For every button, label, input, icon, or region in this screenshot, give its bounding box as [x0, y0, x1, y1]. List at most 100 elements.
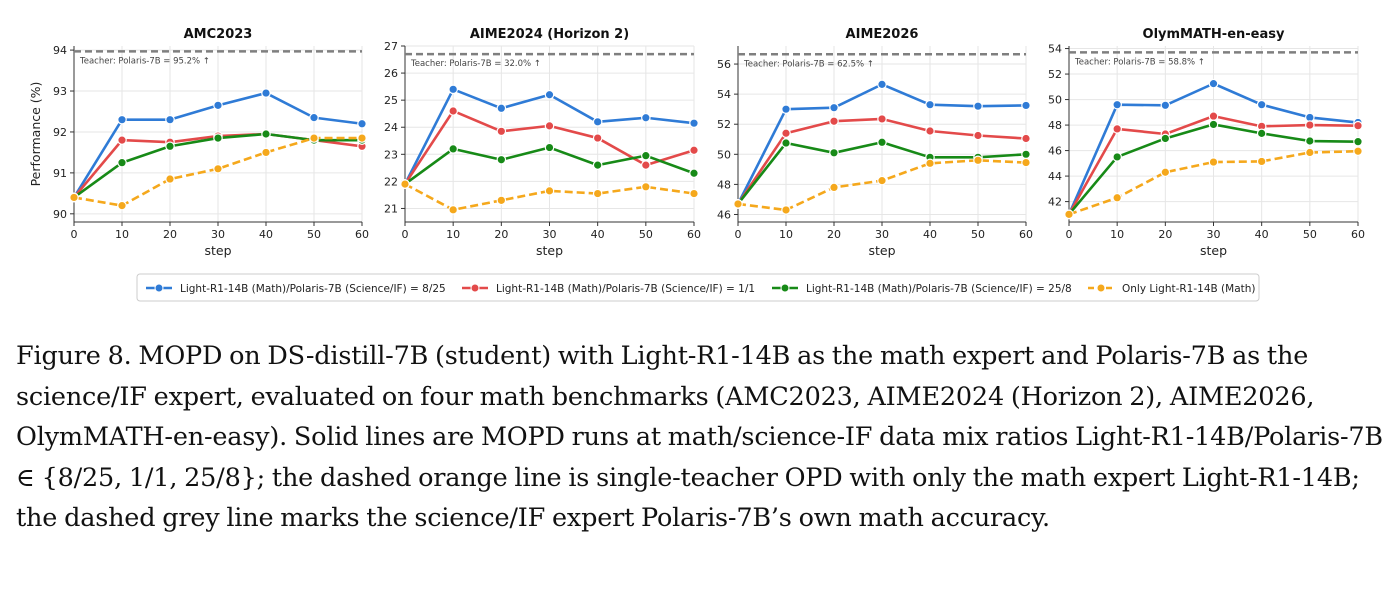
data-point — [448, 84, 458, 95]
legend-label-2: Light-R1-14B (Math)/Polaris-7B (Science/… — [496, 283, 755, 295]
data-point — [544, 186, 555, 196]
data-point — [1305, 120, 1315, 130]
data-point — [117, 114, 127, 125]
y-tick-label: 56 — [717, 58, 731, 71]
y-tick-label: 46 — [717, 208, 731, 221]
data-point — [877, 137, 887, 148]
x-tick-label: 10 — [446, 228, 460, 241]
data-point — [689, 118, 699, 128]
y-tick-label: 26 — [384, 67, 398, 80]
x-tick-label: 50 — [1303, 228, 1317, 241]
data-point — [117, 135, 127, 145]
y-tick-label: 90 — [53, 208, 67, 221]
data-point — [829, 148, 839, 158]
data-point — [1353, 120, 1363, 131]
data-point — [165, 114, 175, 125]
data-point — [829, 182, 839, 193]
data-point — [1064, 209, 1074, 220]
data-point — [689, 168, 699, 179]
data-point — [641, 112, 651, 123]
data-point — [357, 118, 367, 129]
data-point — [1021, 149, 1031, 160]
data-point — [829, 116, 839, 127]
chart-title: AMC2023 — [184, 27, 253, 42]
x-tick-label: 50 — [307, 228, 321, 241]
y-tick-label: 54 — [717, 88, 731, 101]
data-point — [448, 144, 458, 154]
data-point — [641, 182, 651, 192]
data-point — [973, 101, 983, 111]
x-tick-label: 60 — [1351, 228, 1365, 241]
data-point — [117, 157, 127, 168]
chart-title: OlymMATH-en-easy — [1143, 27, 1285, 42]
y-tick-label: 50 — [717, 148, 731, 161]
data-point — [1112, 192, 1122, 203]
data-point — [781, 205, 791, 215]
chart-panel-1: 0 10 20 30 40 50 60 90 91 92 93 94 AMC2023 step Perfor… — [28, 27, 369, 258]
data-point — [592, 117, 603, 127]
data-point — [1208, 119, 1219, 130]
chart-panel-3: 0 10 20 30 40 50 60 46 48 50 52 54 56 AIME2026 step Tea… — [717, 27, 1033, 258]
data-point — [1021, 157, 1031, 168]
data-point — [1160, 133, 1171, 144]
legend-label-3: Light-R1-14B (Math)/Polaris-7B (Science/… — [806, 283, 1072, 295]
legend-marker-1 — [154, 283, 164, 293]
x-axis-label: step — [868, 243, 895, 258]
y-tick-label: 54 — [1048, 43, 1062, 56]
y-tick-label: 48 — [717, 178, 731, 191]
data-point — [213, 100, 223, 111]
x-axis-label: step — [536, 243, 563, 258]
x-tick-label: 0 — [735, 228, 742, 241]
x-tick-label: 60 — [355, 228, 369, 241]
data-point — [829, 102, 839, 113]
chart-title: AIME2026 — [846, 27, 919, 42]
data-point — [309, 133, 319, 143]
data-point — [261, 88, 271, 98]
data-point — [1305, 136, 1315, 146]
teacher-label: Teacher: Polaris-7B = 95.2% ↑ — [79, 56, 210, 66]
legend-box — [136, 273, 1260, 302]
data-point — [448, 205, 458, 215]
x-tick-label: 20 — [494, 228, 508, 241]
teacher-label: Teacher: Polaris-7B = 32.0% ↑ — [410, 59, 541, 69]
data-point — [496, 154, 507, 165]
data-point — [641, 160, 651, 170]
data-point — [877, 114, 887, 124]
data-point — [1305, 147, 1315, 158]
data-point — [117, 200, 127, 211]
data-point — [448, 106, 458, 116]
data-point — [261, 129, 271, 139]
data-point — [973, 155, 983, 166]
x-tick-label: 10 — [1110, 228, 1124, 241]
x-tick-label: 20 — [1158, 228, 1172, 241]
data-point — [1256, 128, 1267, 139]
data-point — [1112, 124, 1122, 134]
data-point — [1021, 100, 1031, 111]
x-tick-label: 30 — [1207, 228, 1221, 241]
data-point — [689, 145, 699, 156]
data-point — [1112, 99, 1122, 110]
data-point — [165, 141, 175, 152]
chart-title: AIME2024 (Horizon 2) — [470, 27, 629, 42]
data-point — [1112, 152, 1122, 162]
teacher-label: Teacher: Polaris-7B = 58.8% ↑ — [1074, 57, 1205, 67]
data-point — [877, 79, 887, 90]
data-point — [925, 126, 935, 136]
figure-caption: Figure 8. MOPD on DS-distill-7B (student… — [16, 341, 1383, 534]
data-point — [544, 121, 555, 131]
x-tick-label: 40 — [259, 228, 273, 241]
chart-panels: 0 10 20 30 40 50 60 90 91 92 93 94 AMC2023 step Perfor… — [28, 27, 1365, 258]
x-tick-label: 60 — [1019, 228, 1033, 241]
x-tick-label: 10 — [779, 228, 793, 241]
x-tick-label: 40 — [923, 228, 937, 241]
y-tick-label: 22 — [384, 175, 398, 188]
data-point — [1353, 146, 1363, 157]
y-axis-label: Performance (%) — [28, 82, 43, 187]
data-point — [781, 128, 791, 139]
data-point — [1208, 157, 1219, 167]
data-point — [1160, 167, 1171, 178]
data-point — [592, 188, 603, 199]
data-point — [1208, 111, 1219, 121]
legend: Light-R1-14B (Math)/Polaris-7B (Science/… — [136, 273, 1260, 302]
data-point — [781, 138, 791, 148]
